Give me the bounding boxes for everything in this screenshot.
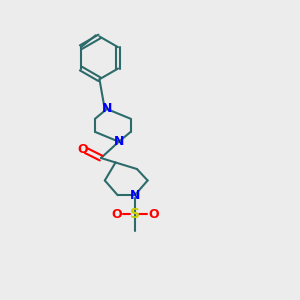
Text: N: N [114,135,124,148]
Text: O: O [148,208,158,221]
Text: S: S [130,208,140,221]
Text: O: O [77,142,88,156]
Text: O: O [111,208,122,221]
Text: N: N [130,189,140,202]
Text: N: N [102,103,112,116]
